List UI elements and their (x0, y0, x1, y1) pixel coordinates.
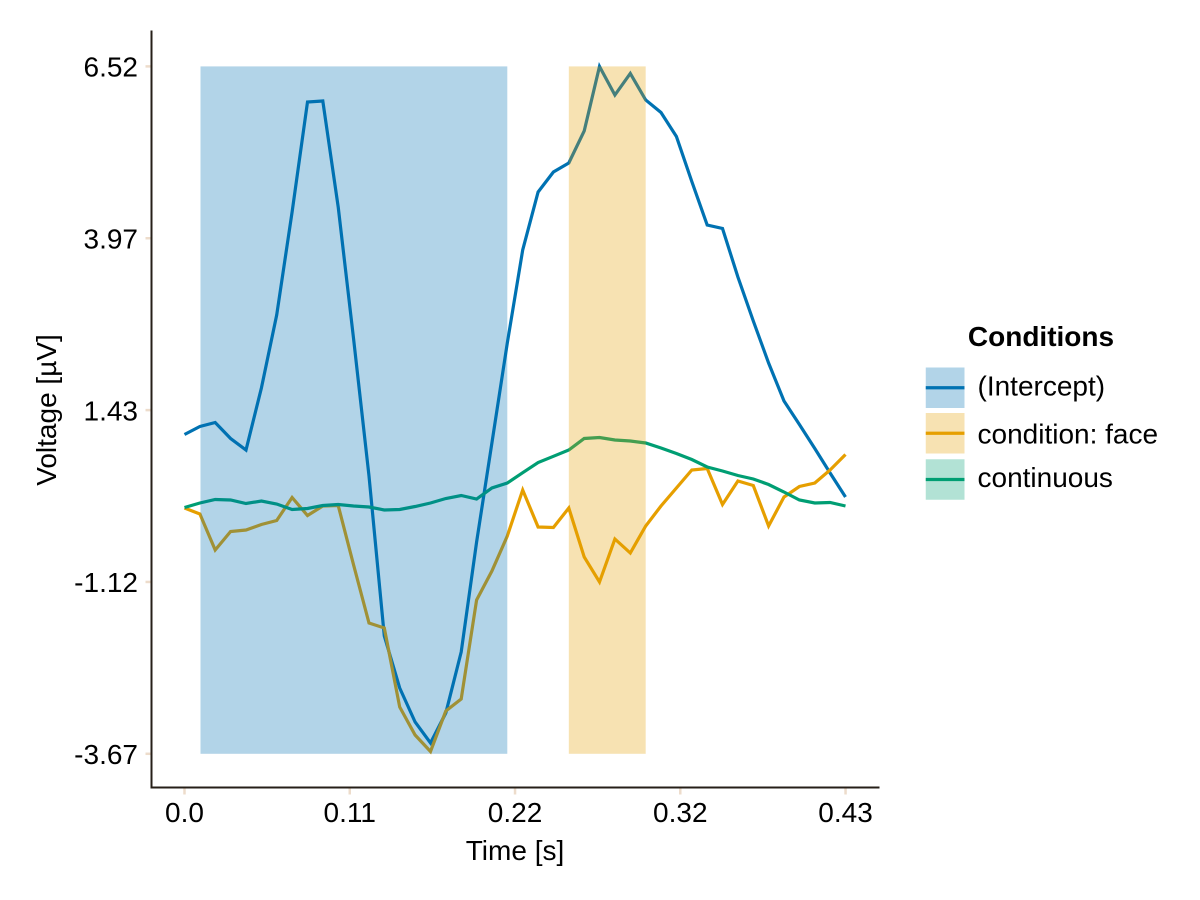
svg-text:-3.67: -3.67 (74, 739, 138, 770)
svg-text:-1.12: -1.12 (74, 567, 138, 598)
svg-text:0.32: 0.32 (653, 797, 708, 828)
svg-text:1.43: 1.43 (84, 395, 139, 426)
svg-text:3.97: 3.97 (84, 223, 139, 254)
svg-text:continuous: continuous (978, 462, 1113, 493)
svg-text:Time [s]: Time [s] (466, 835, 565, 866)
svg-text:condition: face: condition: face (978, 418, 1159, 449)
svg-text:0.0: 0.0 (165, 797, 204, 828)
svg-text:Conditions: Conditions (968, 321, 1114, 352)
svg-text:(Intercept): (Intercept) (978, 370, 1106, 401)
svg-text:0.11: 0.11 (324, 797, 376, 828)
svg-text:0.43: 0.43 (818, 797, 873, 828)
svg-text:6.52: 6.52 (84, 52, 139, 83)
svg-text:Voltage [µV]: Voltage [µV] (31, 334, 62, 486)
svg-text:0.22: 0.22 (488, 797, 543, 828)
